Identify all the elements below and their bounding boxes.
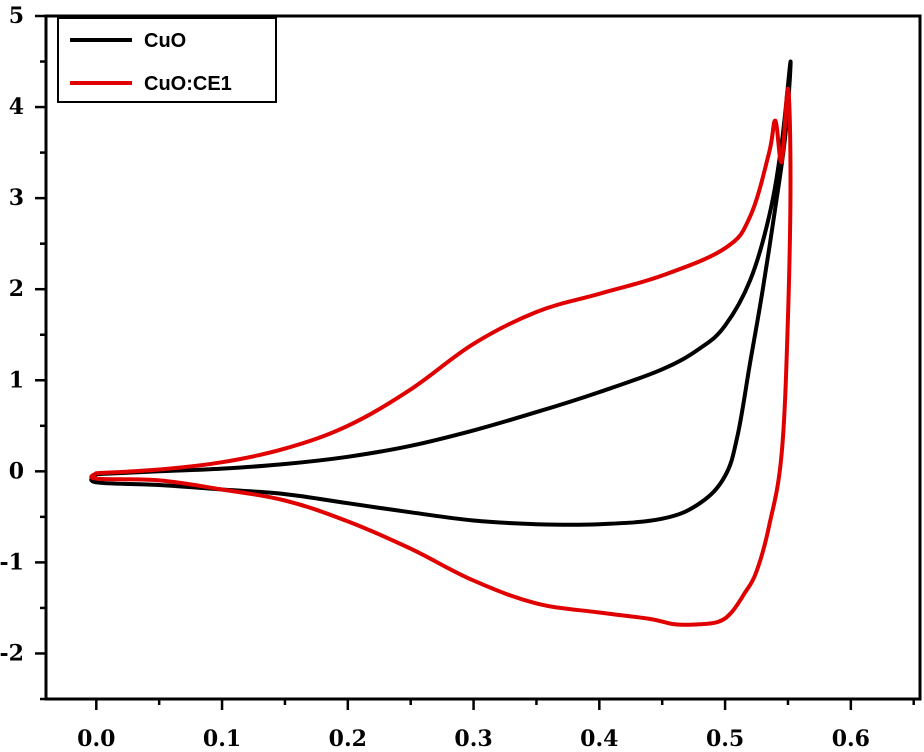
x-tick-label: 0.6 [832, 726, 870, 752]
y-tick-label: -2 [0, 640, 24, 666]
legend-label: CuO:CE1 [144, 73, 232, 95]
series-layer [89, 59, 793, 627]
series-line-2 [89, 86, 793, 627]
y-tick-label: 2 [9, 276, 24, 302]
x-axis: 0.0 0.1 0.2 0.3 0.4 0.5 0.6 [77, 699, 915, 752]
legend-box [57, 17, 277, 103]
x-tick-label: 0.0 [77, 726, 115, 752]
y-tick-label: 1 [9, 367, 24, 393]
x-tick-label: 0.3 [454, 726, 492, 752]
y-tick-label: 0 [9, 458, 24, 484]
y-axis: -2 -1 0 1 2 3 4 5 [0, 3, 46, 701]
legend: CuO CuO:CE1 [57, 17, 277, 103]
y-tick-label: 4 [9, 94, 24, 120]
series-line-1 [89, 59, 793, 527]
x-tick-label: 0.2 [329, 726, 367, 752]
x-tick-label: 0.1 [203, 726, 241, 752]
x-tick-label: 0.4 [580, 726, 618, 752]
y-tick-label: 5 [9, 3, 24, 29]
y-tick-label: -1 [0, 549, 24, 575]
x-tick-label: 0.5 [706, 726, 744, 752]
plot-frame [44, 14, 922, 701]
legend-label: CuO [144, 30, 186, 52]
y-tick-label: 3 [9, 185, 24, 211]
